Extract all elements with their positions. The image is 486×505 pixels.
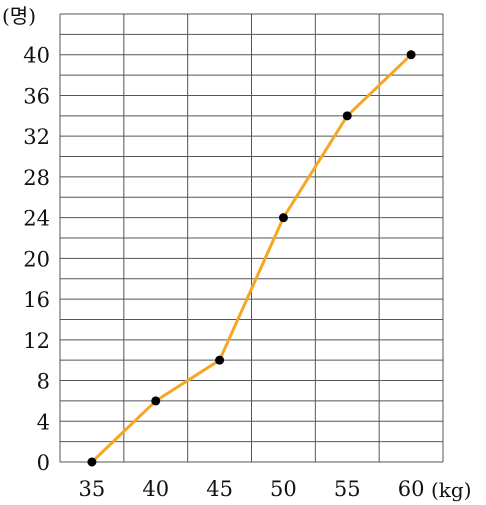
series-line <box>90 53 413 464</box>
y-tick-label: 20 <box>23 247 50 271</box>
y-tick-labels: 0 4 8 12 16 20 24 28 32 36 40 <box>23 44 50 475</box>
y-tick-label: 4 <box>37 410 50 434</box>
y-axis-label: (명) <box>2 4 36 28</box>
data-point <box>215 355 225 365</box>
chart-grid <box>59 13 444 463</box>
x-tick-label: 45 <box>206 477 233 501</box>
x-tick-label: 40 <box>142 477 169 501</box>
data-point <box>87 457 97 467</box>
y-tick-label: 8 <box>37 370 50 394</box>
x-tick-label: 35 <box>79 477 106 501</box>
x-axis-label: (kg) <box>431 478 472 502</box>
data-point <box>278 213 288 223</box>
x-tick-label: 55 <box>334 477 361 501</box>
x-tick-label: 60 <box>398 477 425 501</box>
y-tick-label: 16 <box>23 288 50 312</box>
chart-series <box>87 50 416 467</box>
y-tick-label: 24 <box>23 207 50 231</box>
data-point <box>151 396 161 406</box>
x-tick-label: 50 <box>270 477 297 501</box>
y-tick-label: 40 <box>23 44 50 68</box>
data-point <box>406 50 416 60</box>
y-tick-label: 28 <box>23 166 50 190</box>
y-tick-label: 36 <box>23 84 50 108</box>
y-tick-label: 12 <box>23 329 50 353</box>
y-tick-label: 0 <box>37 451 50 475</box>
data-point <box>342 111 352 121</box>
y-tick-label: 32 <box>23 125 50 149</box>
x-tick-labels: 35 40 45 50 55 60 <box>79 477 425 501</box>
